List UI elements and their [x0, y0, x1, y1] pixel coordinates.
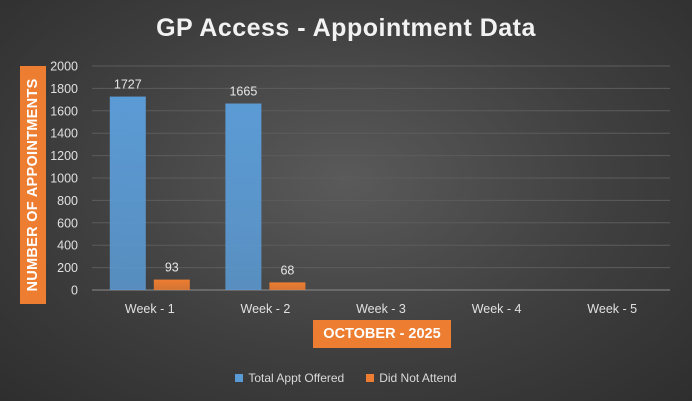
y-tick-label: 1600	[50, 104, 78, 118]
legend-label: Total Appt Offered	[248, 371, 345, 385]
chart-title: GP Access - Appointment Data	[156, 14, 536, 42]
y-tick-label: 200	[57, 261, 78, 275]
x-tick-labels: Week - 1 Week - 2 Week - 3 Week - 4 Week - 5	[125, 302, 637, 316]
data-label: 68	[280, 263, 294, 277]
gridlines	[92, 65, 670, 291]
bar-total-appt-offered	[109, 96, 146, 291]
y-tick-label: 1200	[50, 149, 78, 163]
y-tick-label: 2000	[50, 60, 78, 74]
legend-item-total-appt-offered: Total Appt Offered	[235, 371, 344, 385]
y-tick-label: 0	[71, 284, 78, 298]
data-label: 1665	[229, 85, 257, 99]
y-tick-label: 1800	[50, 82, 78, 96]
legend-swatch-orange	[366, 374, 375, 382]
x-tick-label: Week - 2	[241, 302, 291, 316]
y-tick-label: 1000	[50, 172, 78, 186]
y-tick-label: 400	[57, 239, 78, 253]
legend-item-did-not-attend: Did Not Attend	[366, 371, 457, 385]
data-labels: 1727 93 1665 68	[114, 78, 295, 278]
x-tick-label: Week - 3	[356, 302, 406, 316]
y-axis-label-box	[20, 66, 46, 304]
legend-swatch-blue	[235, 374, 244, 382]
x-tick-label: Week - 5	[587, 302, 637, 316]
bars	[109, 96, 306, 291]
bar-did-not-attend	[153, 279, 190, 290]
data-label: 1727	[114, 78, 142, 92]
x-tick-label: Week - 1	[125, 302, 175, 316]
y-tick-label: 1400	[50, 127, 78, 141]
legend: Total Appt Offered Did Not Attend	[0, 371, 692, 385]
legend-label: Did Not Attend	[379, 371, 457, 385]
y-tick-label: 600	[57, 216, 78, 230]
bar-total-appt-offered	[225, 103, 262, 291]
y-tick-label: 800	[57, 194, 78, 208]
x-axis-label: OCTOBER - 2025	[313, 320, 451, 348]
data-label: 93	[165, 261, 179, 275]
bar-did-not-attend	[269, 282, 306, 290]
y-tick-labels: 0 200 400 600 800 1000 1200 1400 1600 1800 2000	[50, 60, 78, 298]
x-tick-label: Week - 4	[472, 302, 522, 316]
